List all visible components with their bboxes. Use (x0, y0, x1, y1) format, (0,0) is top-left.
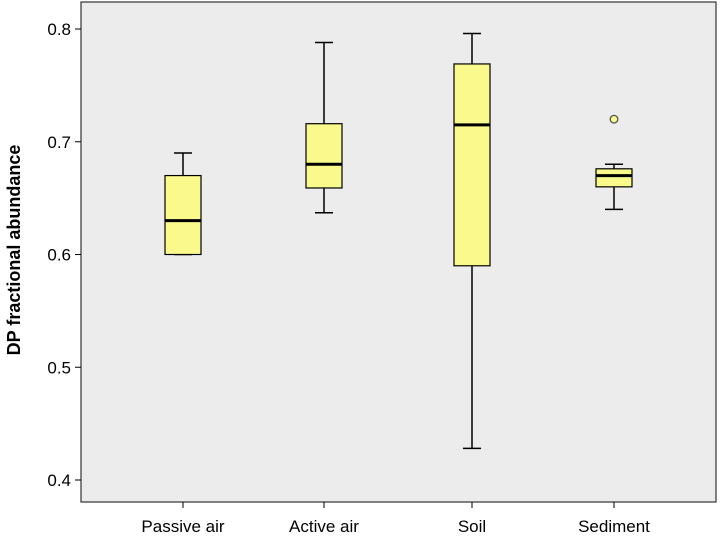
x-tick-label: Sediment (578, 517, 650, 536)
y-tick-label: 0.4 (47, 471, 71, 490)
box-active-air (305, 41, 343, 214)
box-iqr (595, 168, 633, 188)
box-iqr (164, 174, 202, 256)
y-tick-label: 0.7 (47, 133, 71, 152)
x-tick-label: Passive air (141, 517, 224, 536)
box-iqr (453, 63, 491, 267)
box-series (164, 32, 633, 450)
box-soil (453, 32, 491, 450)
outlier-point (609, 114, 619, 124)
box-iqr (305, 123, 343, 189)
x-tick-label: Soil (458, 517, 486, 536)
y-tick-label: 0.6 (47, 246, 71, 265)
y-axis-title: DP fractional abundance (4, 145, 24, 356)
x-tick-label: Active air (289, 517, 359, 536)
y-tick-label: 0.5 (47, 358, 71, 377)
box-sediment (595, 114, 633, 211)
y-tick-label: 0.8 (47, 20, 71, 39)
x-axis: Passive air Active air Soil Sediment (141, 502, 650, 536)
y-axis: 0.4 0.5 0.6 0.7 0.8 (47, 20, 81, 490)
box-passive-air (164, 152, 202, 256)
